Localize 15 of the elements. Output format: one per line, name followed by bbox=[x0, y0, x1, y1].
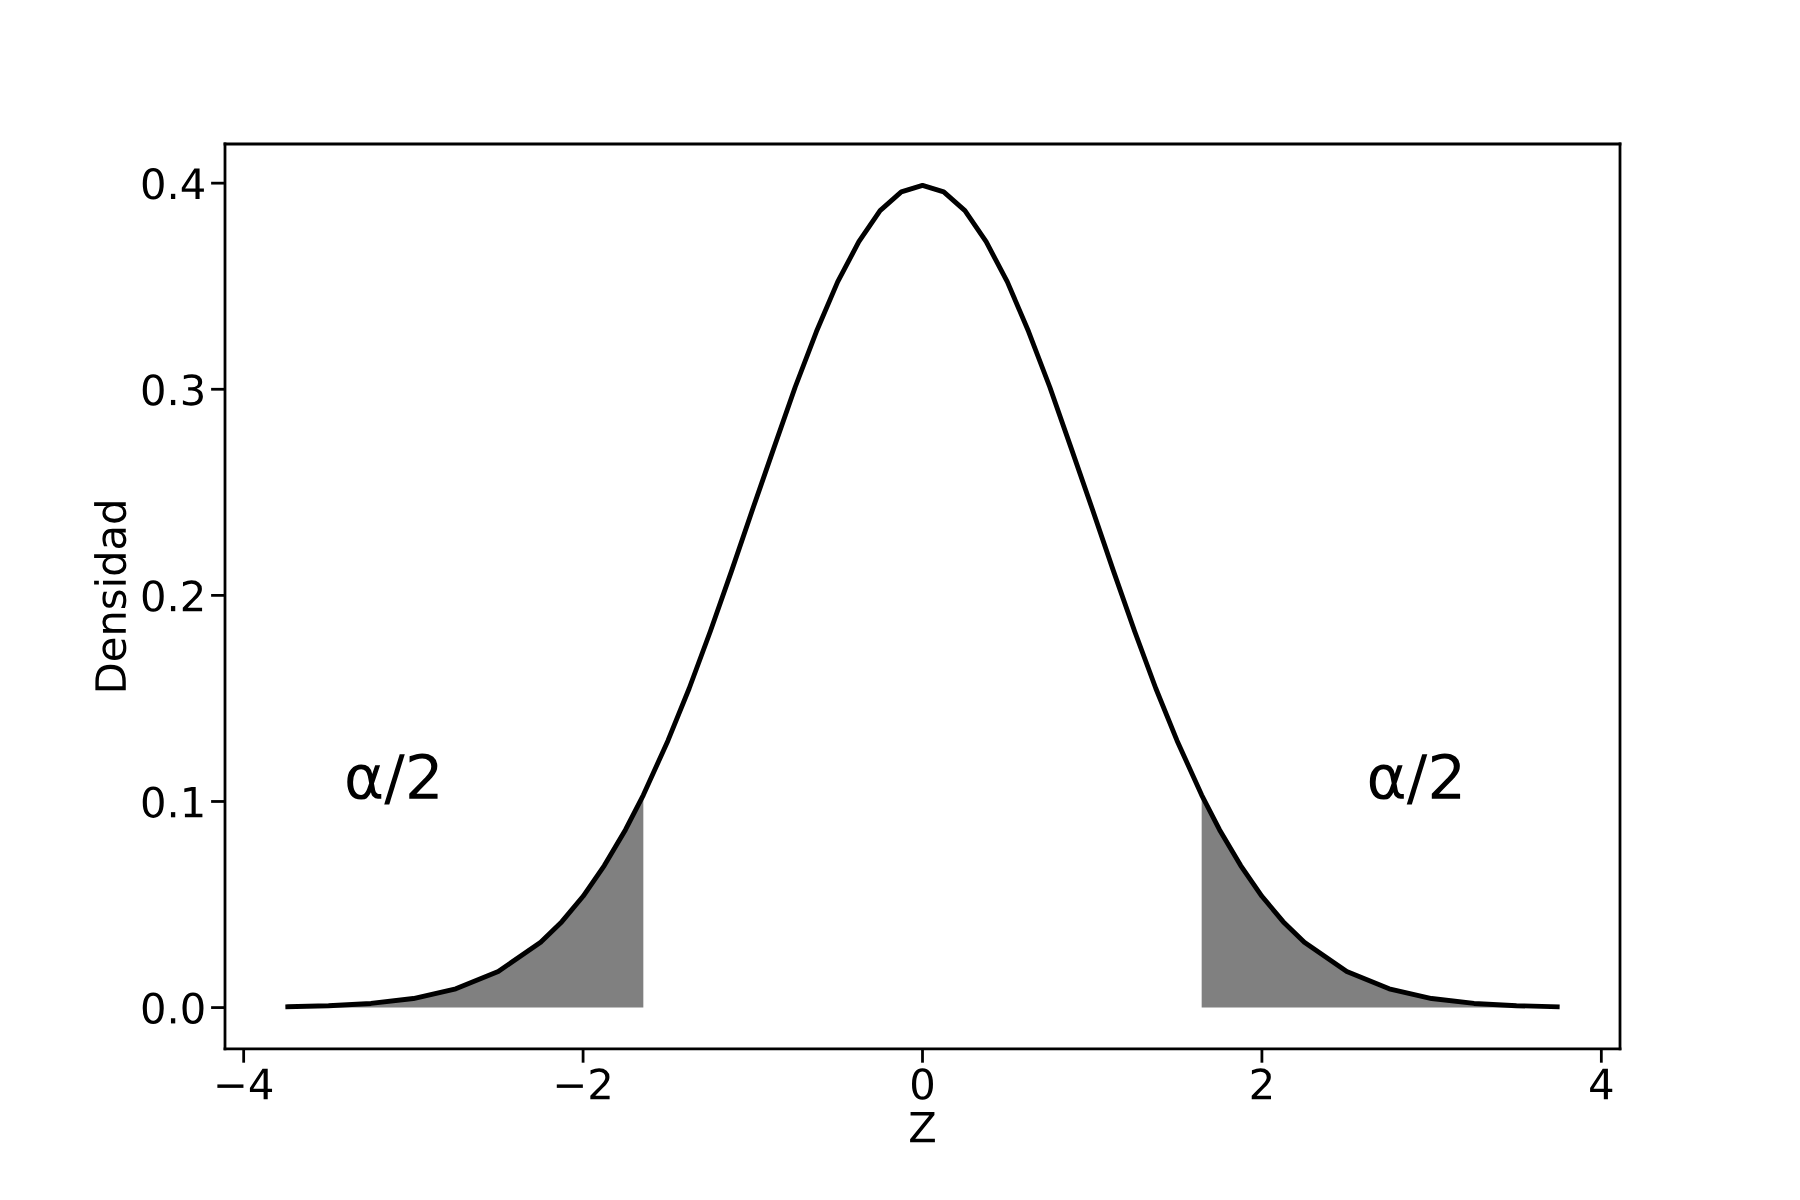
x-tick-label: 4 bbox=[1590, 1068, 1613, 1100]
line-series bbox=[285, 183, 1560, 1010]
x-tick-label: −2 bbox=[556, 1068, 610, 1100]
y-tick-label: 0.0 bbox=[142, 992, 204, 1024]
annotation: α/2 bbox=[347, 753, 438, 805]
y-tick-label: 0.3 bbox=[142, 374, 203, 406]
x-tick-label: 0 bbox=[911, 1068, 933, 1100]
y-tick-label: 0.1 bbox=[142, 786, 203, 818]
y-axis-title: Densidad bbox=[94, 502, 127, 691]
annotation: α/2 bbox=[1369, 753, 1461, 805]
x-tick-label: −4 bbox=[217, 1068, 273, 1100]
x-axis-title: Z bbox=[910, 1111, 935, 1143]
x-tick-label: 2 bbox=[1251, 1068, 1271, 1100]
y-tick-label: 0.4 bbox=[142, 168, 204, 200]
y-tick-label: 0.2 bbox=[142, 580, 203, 612]
